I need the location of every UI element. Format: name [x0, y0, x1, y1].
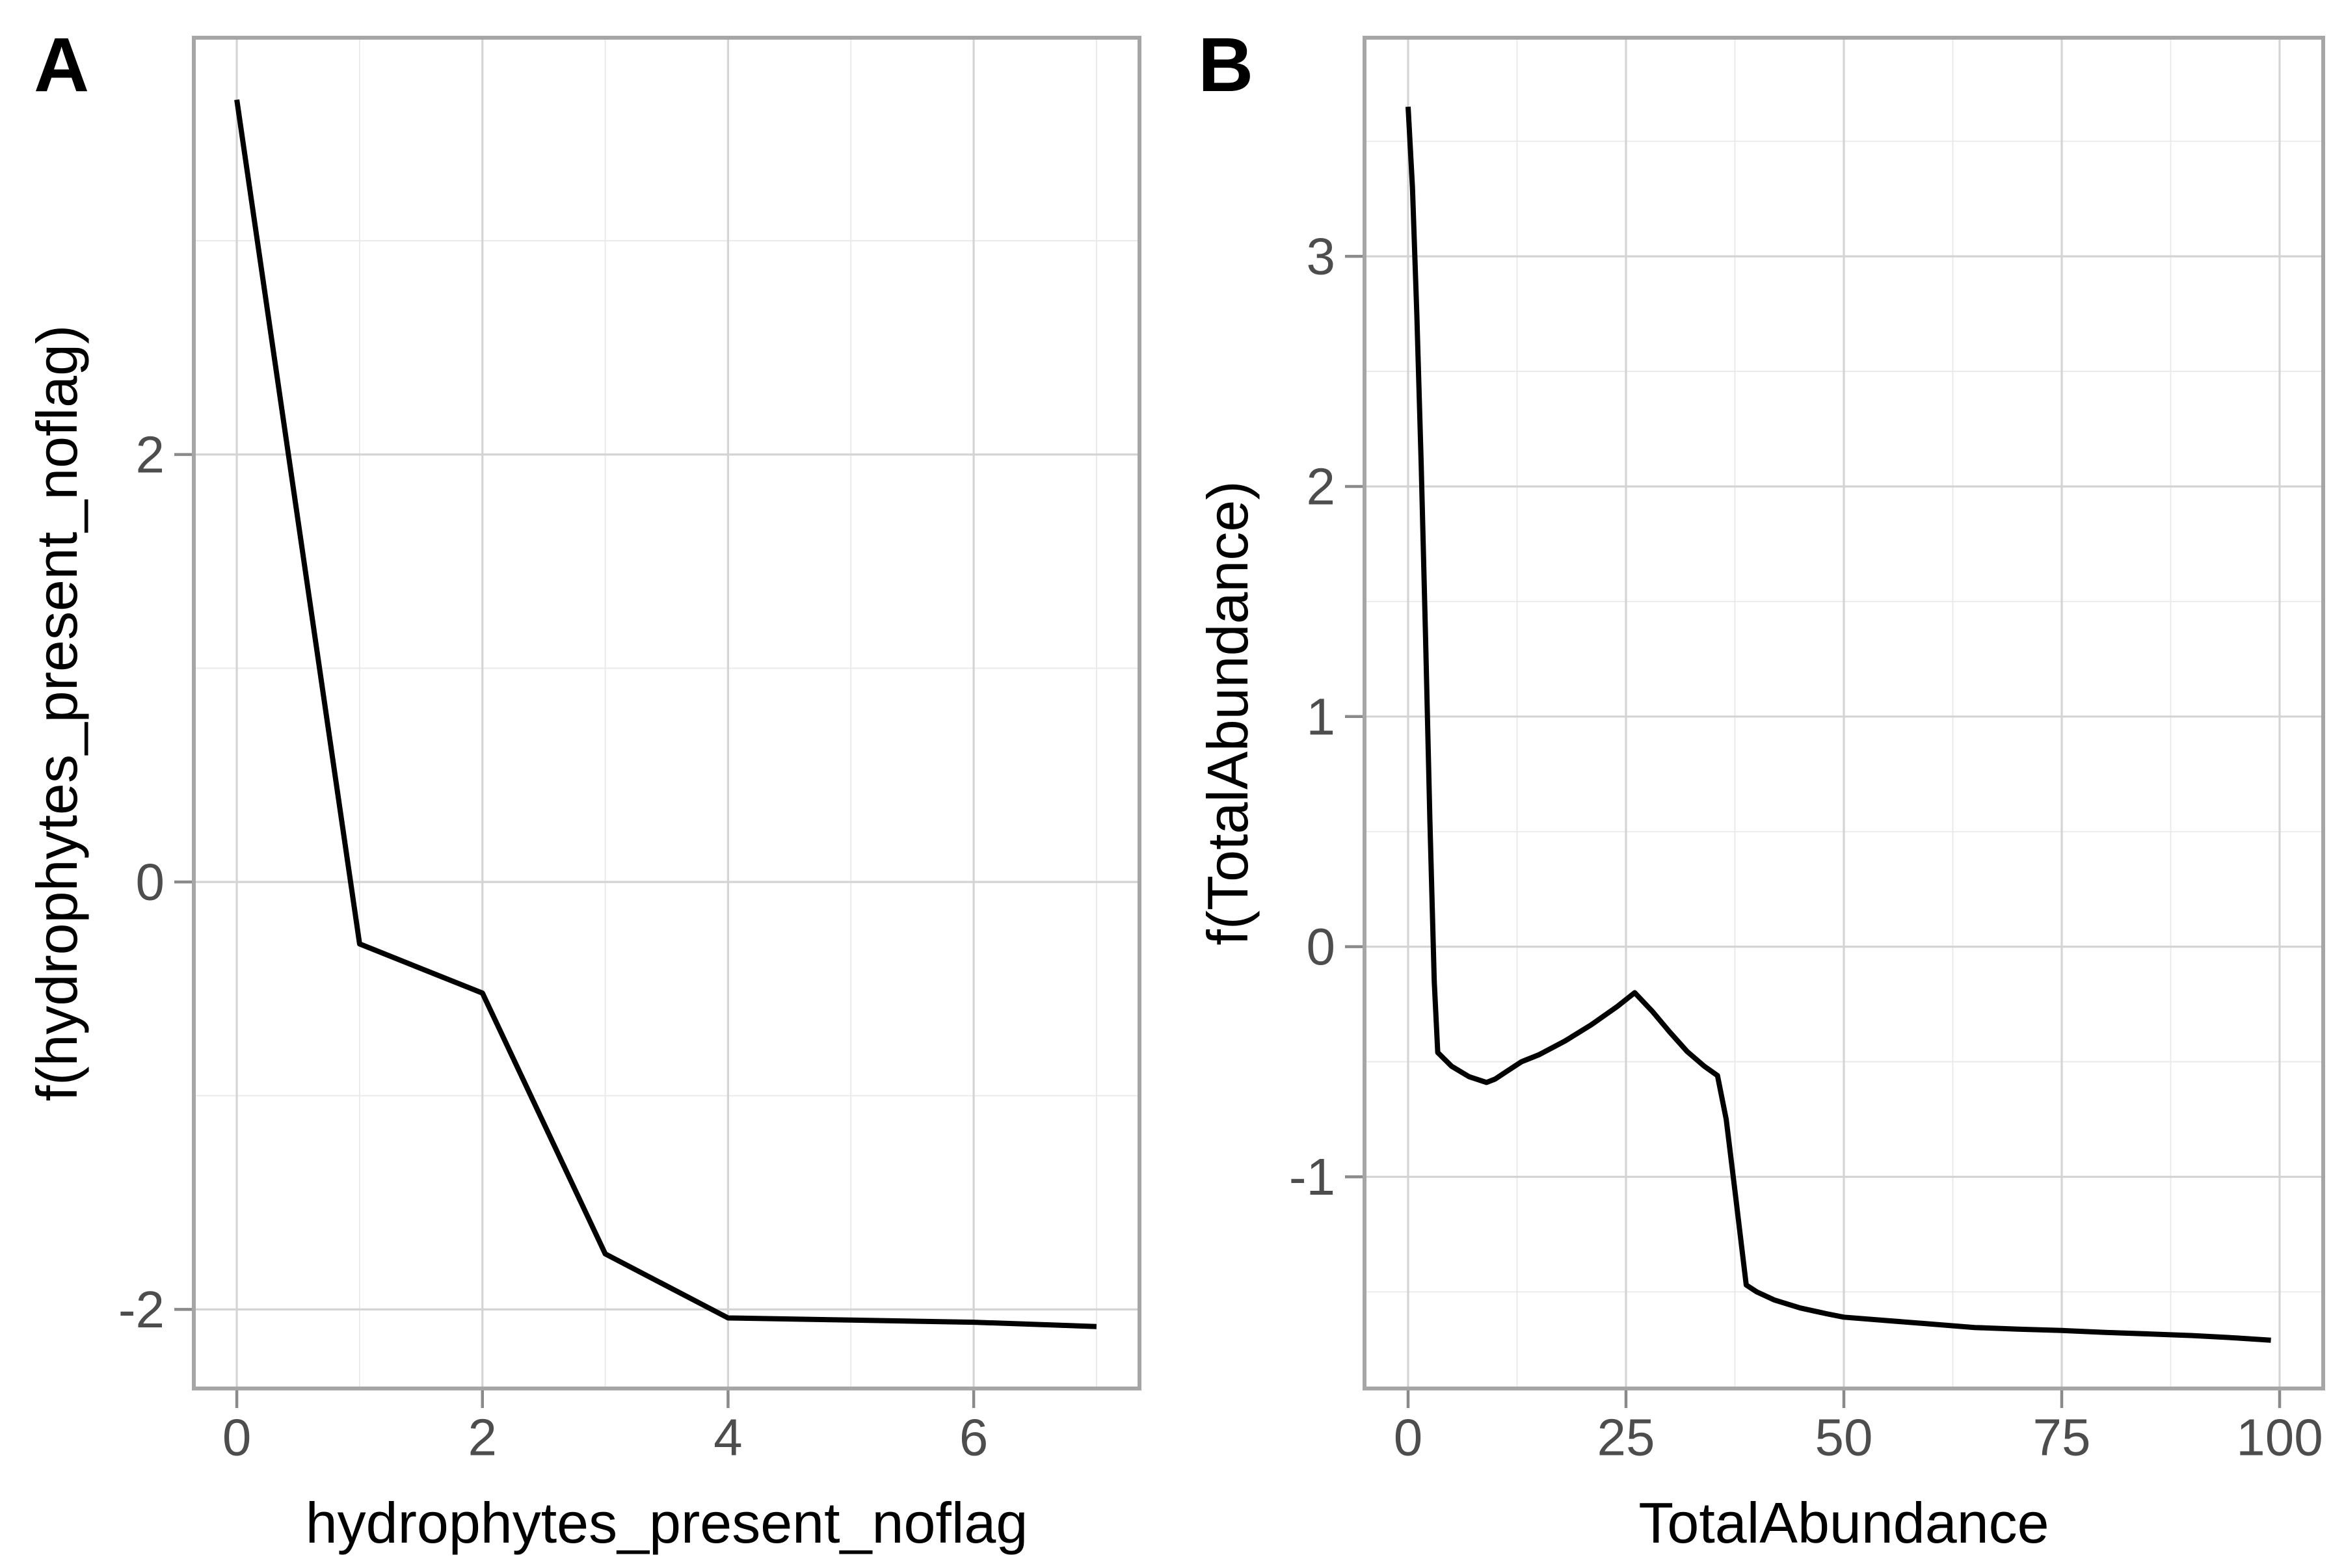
panel-a: 0 2 4 6 -2 0 2 hydrophytes_present_noflag f(hydr…: [25, 22, 1141, 1555]
axis-ticks: 0 25 50 75 100 -1 0 1 2 3: [1289, 228, 2323, 1467]
panel-tag-a: A: [34, 22, 89, 108]
x-tick-label: 0: [1394, 1409, 1423, 1467]
grid-major: [194, 38, 1139, 1389]
x-tick-label: 0: [222, 1409, 252, 1467]
y-tick-label: -1: [1289, 1148, 1335, 1206]
panel-border: [192, 36, 1141, 1390]
grid-minor: [194, 38, 1139, 1389]
y-tick-label: 2: [136, 425, 165, 483]
y-tick-label: 1: [1307, 687, 1336, 745]
x-tick-label: 50: [1815, 1409, 1873, 1467]
x-tick-label: 6: [959, 1409, 989, 1467]
x-tick-label: 75: [2033, 1409, 2091, 1467]
grid-major: [1365, 38, 2323, 1389]
series-line: [234, 99, 1097, 1329]
series-line: [1405, 106, 2271, 1343]
x-axis-title: hydrophytes_present_noflag: [306, 1491, 1028, 1555]
y-tick-label: 0: [136, 853, 165, 911]
y-tick-label: 3: [1307, 228, 1336, 286]
panel-border: [1363, 36, 2325, 1390]
y-tick-label: 2: [1307, 457, 1336, 515]
x-tick-label: 4: [713, 1409, 743, 1467]
y-axis-title: f(hydrophytes_present_noflag): [25, 325, 89, 1102]
y-tick-label: -2: [118, 1281, 165, 1338]
panel-tag-b: B: [1198, 22, 1253, 108]
x-tick-label: 25: [1597, 1409, 1655, 1467]
y-axis-title: f(TotalAbundance): [1195, 481, 1260, 945]
x-tick-label: 100: [2236, 1409, 2323, 1467]
panel-b: 0 25 50 75 100 -1 0 1 2 3 TotalAbundance f(TotalAbu…: [1195, 22, 2325, 1555]
x-tick-label: 2: [468, 1409, 498, 1467]
y-tick-label: 0: [1307, 918, 1336, 976]
axis-ticks: 0 2 4 6 -2 0 2: [118, 425, 988, 1466]
x-axis-title: TotalAbundance: [1638, 1491, 2049, 1555]
